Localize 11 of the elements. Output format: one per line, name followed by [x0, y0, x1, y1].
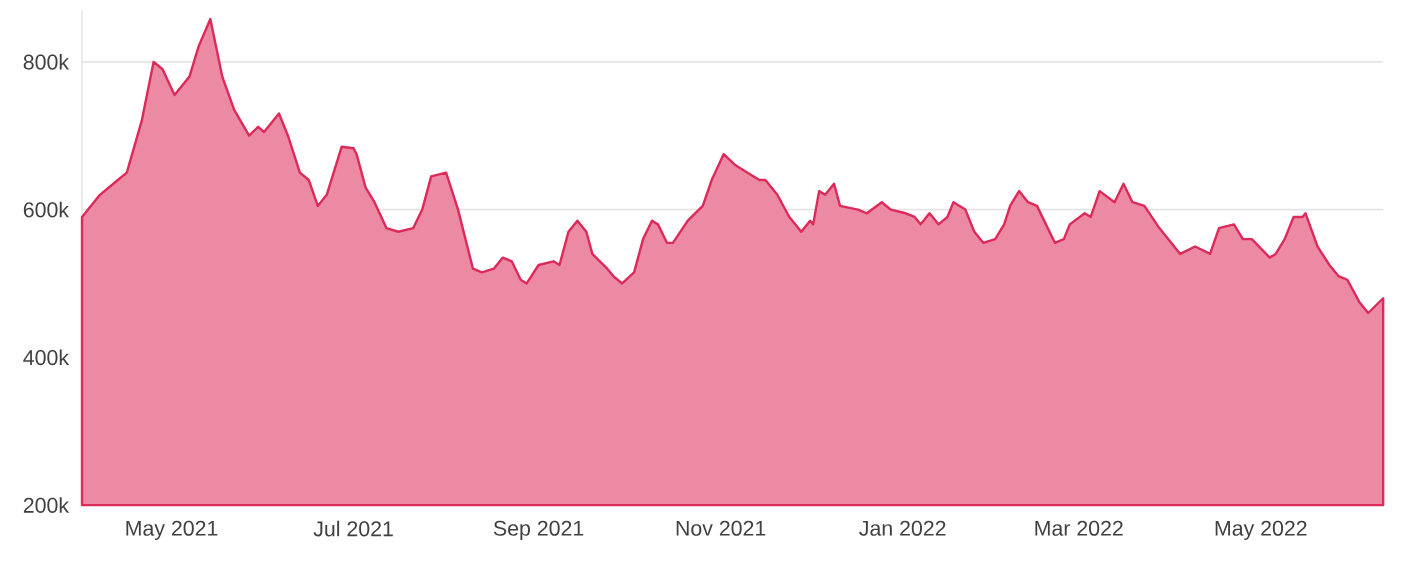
- y-tick-label: 800k: [23, 53, 70, 70]
- x-tick-label: Mar 2022: [1035, 520, 1123, 536]
- x-tick-label: Jan 2022: [859, 520, 946, 536]
- x-tick-label: Jul 2021: [313, 520, 393, 537]
- y-tick-label: 600k: [23, 201, 70, 218]
- y-tick-label: 400k: [23, 349, 70, 366]
- y-tick-label: 200k: [23, 497, 70, 513]
- x-tick-label: May 2021: [126, 520, 218, 541]
- x-tick-label: Sep 2021: [493, 520, 584, 541]
- x-tick-label: May 2022: [1215, 520, 1307, 541]
- x-tick-label: Nov 2021: [676, 520, 766, 536]
